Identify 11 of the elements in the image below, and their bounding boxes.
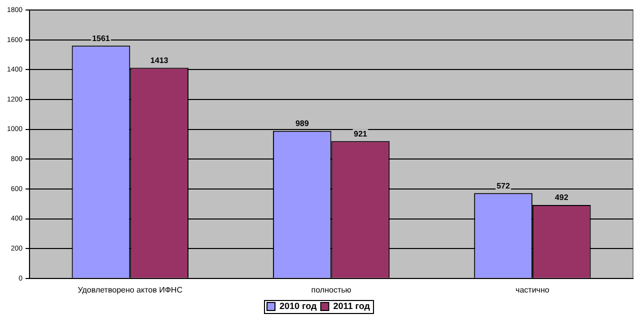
legend-label: 2011 год [333, 300, 370, 311]
data-label: 572 [496, 181, 510, 190]
data-label: 1413 [150, 56, 169, 65]
x-tick-label: полностью [311, 285, 352, 294]
data-label: 1561 [92, 34, 110, 43]
data-label: 492 [554, 193, 569, 202]
data-label: 921 [354, 129, 368, 138]
x-tick-label: частично [516, 285, 550, 294]
x-tick-label: Удовлетворено актов ИФНС [78, 285, 183, 294]
data-label: 989 [295, 119, 310, 128]
legend-label: 2010 год [280, 300, 318, 311]
